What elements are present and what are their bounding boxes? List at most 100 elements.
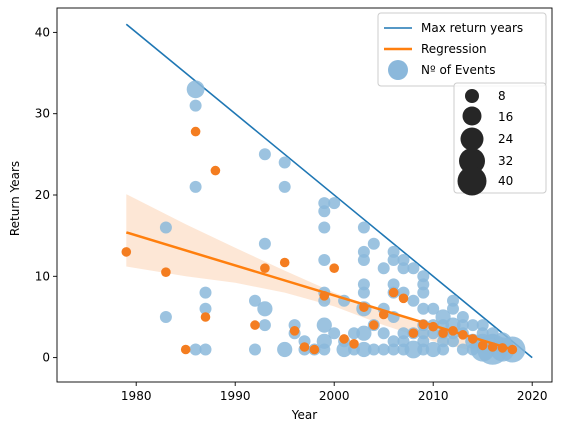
mean-point-1 — [161, 267, 171, 278]
mean-point-2 — [180, 344, 191, 355]
event-point-7 — [199, 302, 212, 315]
mean-point-25 — [448, 326, 458, 336]
event-point-74 — [417, 302, 430, 315]
event-point-73 — [417, 286, 430, 299]
event-point-23 — [318, 197, 331, 210]
mean-point-23 — [428, 321, 439, 332]
size-legend-marker-32 — [459, 148, 485, 174]
y-tick-label-20: 20 — [35, 188, 50, 202]
x-tick-label-2000: 2000 — [319, 389, 350, 403]
x-tick-label-1990: 1990 — [220, 389, 251, 403]
event-point-36 — [336, 341, 352, 358]
event-point-45 — [356, 325, 372, 341]
event-point-60 — [387, 343, 400, 356]
mean-point-0 — [121, 247, 132, 257]
event-point-15 — [278, 156, 291, 169]
legend-max-line-label: Max return years — [421, 21, 523, 35]
mean-point-7 — [260, 263, 270, 274]
size-legend-marker-8 — [465, 89, 479, 103]
event-point-62 — [397, 262, 410, 275]
size-legend-marker-24 — [460, 127, 484, 151]
x-axis-label: Year — [291, 408, 317, 422]
axes: Year Return Years 1980 1990 2000 2010 202001… — [8, 7, 553, 422]
event-point-3 — [189, 99, 202, 112]
event-point-47 — [367, 237, 380, 250]
mean-point-30 — [497, 343, 508, 353]
event-point-10 — [249, 343, 261, 356]
legend: Max return years Regression Nº of Events… — [377, 12, 547, 196]
mean-point-29 — [487, 342, 498, 352]
mean-point-10 — [299, 342, 310, 352]
event-point-9 — [249, 294, 261, 307]
mean-point-14 — [339, 334, 349, 344]
event-point-61 — [397, 254, 410, 266]
mean-point-12 — [319, 291, 330, 301]
mean-point-27 — [468, 334, 478, 344]
mean-point-20 — [398, 293, 409, 304]
event-point-31 — [318, 343, 331, 356]
event-point-55 — [387, 254, 400, 266]
mean-point-24 — [438, 328, 448, 339]
event-point-11 — [258, 148, 271, 161]
event-point-43 — [357, 286, 370, 299]
mean-point-9 — [289, 326, 300, 336]
event-point-1 — [159, 311, 172, 323]
mean-point-31 — [507, 344, 518, 355]
mean-point-8 — [279, 257, 290, 268]
event-point-82 — [425, 341, 441, 358]
event-point-86 — [437, 335, 450, 348]
event-point-87 — [437, 343, 450, 356]
event-point-12 — [258, 237, 271, 250]
event-point-29 — [316, 317, 332, 333]
event-point-96 — [456, 343, 469, 356]
y-tick-label-10: 10 — [35, 269, 50, 283]
plot-area — [121, 23, 533, 365]
legend-events-label: Nº of Events — [421, 63, 495, 77]
mean-point-16 — [359, 302, 369, 313]
event-point-42 — [357, 278, 370, 291]
legend-regression-label: Regression — [421, 42, 487, 56]
event-point-13 — [257, 301, 273, 317]
mean-point-21 — [408, 328, 419, 339]
size-legend-label-40: 40 — [498, 174, 513, 188]
event-point-56 — [387, 278, 400, 291]
event-point-33 — [328, 327, 341, 340]
legend-events-marker — [388, 60, 408, 80]
y-tick-label-40: 40 — [35, 25, 50, 39]
size-legend-label-32: 32 — [498, 154, 513, 168]
event-point-53 — [377, 343, 390, 356]
event-point-89 — [447, 302, 459, 315]
event-point-4 — [189, 180, 202, 193]
size-legend-marker-16 — [462, 106, 482, 126]
y-axis-label: Return Years — [8, 161, 22, 236]
event-point-67 — [407, 262, 420, 275]
size-legend-label-8: 8 — [498, 89, 506, 103]
event-point-41 — [357, 254, 370, 266]
event-point-39 — [357, 221, 370, 234]
mean-point-15 — [349, 339, 359, 349]
event-point-50 — [377, 262, 390, 275]
x-tick-label-2010: 2010 — [418, 389, 449, 403]
event-point-5 — [189, 343, 202, 356]
event-point-14 — [258, 319, 271, 332]
size-legend-label-16: 16 — [498, 110, 513, 124]
y-tick-label-30: 30 — [35, 107, 50, 121]
event-point-2 — [186, 80, 205, 99]
mean-point-13 — [329, 263, 340, 274]
mean-point-4 — [200, 312, 211, 322]
regression-line — [125, 231, 513, 351]
event-point-77 — [417, 335, 430, 348]
max-return-years-line — [125, 23, 533, 359]
mean-point-18 — [378, 309, 389, 320]
x-tick-label-2020: 2020 — [517, 389, 548, 403]
event-point-6 — [199, 286, 212, 299]
size-legend-label-24: 24 — [498, 132, 513, 146]
event-point-16 — [278, 180, 291, 193]
mean-point-3 — [190, 126, 201, 137]
event-point-24 — [318, 205, 331, 218]
event-point-0 — [159, 221, 172, 234]
event-point-17 — [277, 341, 293, 358]
event-point-26 — [318, 254, 331, 266]
mean-point-26 — [458, 330, 468, 340]
